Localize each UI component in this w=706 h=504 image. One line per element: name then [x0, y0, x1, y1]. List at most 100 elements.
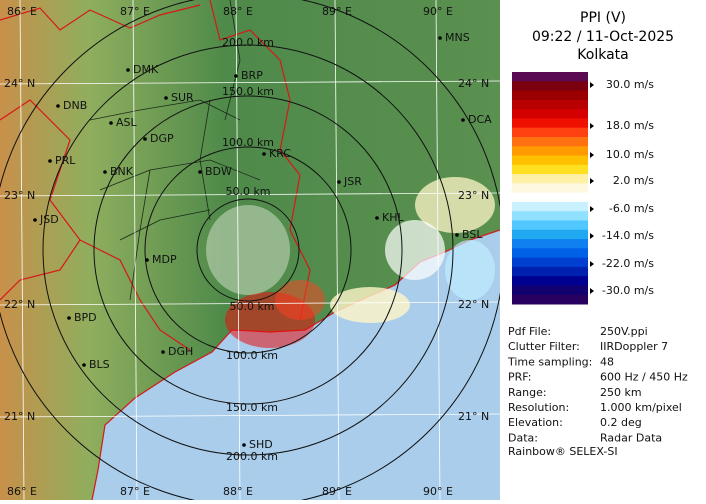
city-label: ASL	[116, 116, 138, 129]
info-key: Data:	[508, 431, 538, 444]
lat-label: 22° N	[4, 298, 35, 311]
city-label: PRL	[55, 154, 76, 167]
city-label: SUR	[171, 91, 194, 104]
station: Kolkata	[577, 47, 628, 63]
legend-swatch	[512, 201, 588, 212]
lon-label: 89° E	[322, 5, 352, 18]
lon-label: 88° E	[223, 485, 253, 498]
legend-swatch	[512, 146, 588, 157]
city-label: DCA	[468, 113, 492, 126]
land	[0, 0, 500, 500]
district-lines	[89, 0, 261, 301]
city-label: DGP	[150, 132, 174, 145]
info-key: Resolution:	[508, 401, 569, 414]
legend-swatch	[512, 220, 588, 231]
city-label: BSL	[462, 228, 483, 241]
city-label: SHD	[249, 438, 273, 451]
legend-label: -22.0 m/s	[602, 257, 654, 270]
city-dot	[67, 316, 71, 320]
city-label: BLS	[89, 358, 110, 371]
city-label: BNK	[110, 165, 134, 178]
info-key: Time sampling:	[507, 355, 592, 368]
lon-label: 87° E	[120, 5, 150, 18]
time: 09:22 / 11-Oct-2025	[532, 29, 674, 45]
info-value: Radar Data	[600, 431, 662, 444]
city-label: MNS	[445, 31, 470, 44]
legend-swatch	[512, 127, 588, 138]
range-ring	[196, 198, 300, 302]
city-label: BRP	[241, 69, 263, 82]
range-label: 50.0 km	[225, 185, 270, 198]
range-label: 100.0 km	[222, 136, 274, 149]
legend-swatch	[512, 211, 588, 221]
info-value: 600 Hz / 450 Hz	[600, 371, 688, 384]
city-label: JSD	[39, 213, 59, 226]
legend-tick	[590, 206, 594, 212]
info-value: 250 km	[600, 386, 642, 399]
legend-tick	[590, 288, 594, 294]
legend-swatch	[512, 239, 588, 249]
city-dot	[438, 36, 442, 40]
city-label: KHL	[382, 211, 404, 224]
range-label: 200.0 km	[222, 36, 274, 49]
city-dot	[56, 104, 60, 108]
lon-label: 86° E	[7, 485, 37, 498]
legend-swatch	[512, 136, 588, 147]
range-label: 100.0 km	[226, 349, 278, 362]
range-ring	[93, 95, 403, 405]
lat-label: 23° N	[4, 189, 35, 202]
legend-swatch	[512, 285, 588, 296]
city-dot	[143, 137, 147, 141]
legend-tick	[590, 261, 594, 267]
legend-swatch	[512, 294, 588, 305]
parallel	[0, 80, 500, 85]
city-dot	[455, 233, 459, 237]
lon-label: 87° E	[120, 485, 150, 498]
city-dot	[375, 216, 379, 220]
city-dot	[33, 218, 37, 222]
city-label: BPD	[74, 311, 97, 324]
city-dot	[164, 96, 168, 100]
legend-label: 10.0 m/s	[606, 148, 654, 161]
city-label: DGH	[168, 345, 193, 358]
city-label: KRC	[269, 147, 291, 160]
legend-swatch	[512, 99, 588, 110]
legend-swatch	[512, 155, 588, 166]
lat-label: 21° N	[4, 410, 35, 423]
legend-swatch	[512, 174, 588, 184]
city-label: MDP	[152, 253, 177, 266]
lat-label: 24° N	[458, 77, 489, 90]
city-dot	[161, 350, 165, 354]
parallel	[0, 413, 500, 418]
legend-label: -14.0 m/s	[602, 229, 654, 242]
meridian	[334, 0, 340, 500]
legend-tick	[590, 233, 594, 239]
legend-swatch	[512, 90, 588, 101]
legend-swatch	[512, 164, 588, 175]
parallel	[0, 301, 500, 306]
city-dot	[242, 443, 246, 447]
info-key: Clutter Filter:	[508, 340, 580, 353]
range-label: 150.0 km	[226, 401, 278, 414]
city-label: DNB	[63, 99, 87, 112]
city-dot	[461, 118, 465, 122]
legend-swatch	[512, 109, 588, 119]
border	[0, 0, 311, 351]
legend-swatch	[512, 72, 588, 82]
meridian	[235, 0, 241, 500]
city-label: JSR	[343, 175, 362, 188]
footer: Rainbow® SELEX-SI	[508, 445, 618, 458]
city-dot	[48, 159, 52, 163]
lon-label: 90° E	[423, 485, 453, 498]
info-key: Pdf File:	[508, 325, 551, 338]
legend-swatch	[512, 81, 588, 92]
city-dot	[82, 363, 86, 367]
city-dot	[145, 258, 149, 262]
lon-label: 88° E	[223, 5, 253, 18]
info-key: Elevation:	[508, 416, 563, 429]
city-dot	[198, 170, 202, 174]
range-label: 200.0 km	[226, 450, 278, 463]
legend-tick	[590, 152, 594, 158]
info-key: Range:	[508, 386, 547, 399]
legend-label: -6.0 m/s	[609, 202, 654, 215]
